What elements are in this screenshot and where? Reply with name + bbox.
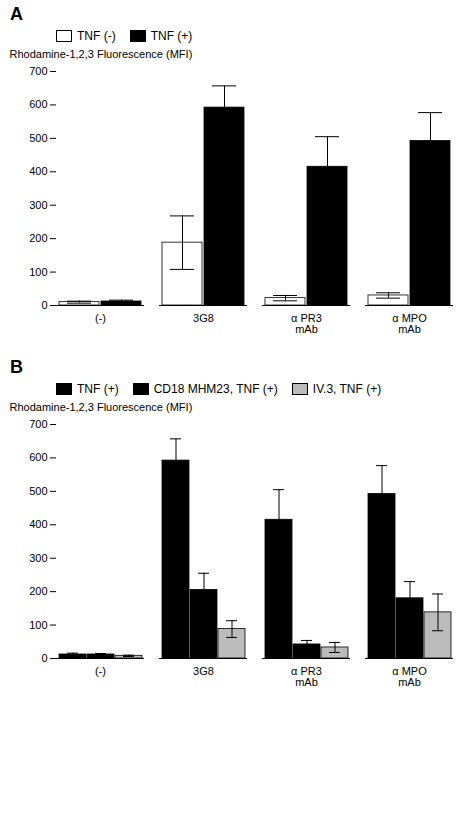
svg-text:α MPOmAb: α MPOmAb <box>392 312 427 335</box>
svg-text:(-): (-) <box>95 665 106 677</box>
svg-text:α MPOmAb: α MPOmAb <box>392 665 427 688</box>
svg-text:300: 300 <box>29 199 47 211</box>
svg-text:0: 0 <box>41 299 47 311</box>
svg-text:300: 300 <box>29 552 47 564</box>
svg-text:600: 600 <box>29 98 47 110</box>
svg-text:3G8: 3G8 <box>193 665 214 677</box>
svg-text:α PR3mAb: α PR3mAb <box>291 665 322 688</box>
html-text:TNF (+): TNF (+) <box>150 29 193 43</box>
svg-text:Rhodamine-1,2,3 Fluorescence (: Rhodamine-1,2,3 Fluorescence (MFI) <box>10 48 193 60</box>
svg-text:200: 200 <box>29 585 47 597</box>
html-text:A: A <box>10 4 23 24</box>
html-text:TNF (-): TNF (-) <box>77 29 116 43</box>
svg-text:400: 400 <box>29 165 47 177</box>
svg-text:600: 600 <box>29 451 47 463</box>
svg-text:100: 100 <box>29 619 47 631</box>
html-text:CD18 MHM23, TNF (+): CD18 MHM23, TNF (+) <box>153 382 278 396</box>
svg-text:700: 700 <box>29 418 47 430</box>
html-text:TNF (+): TNF (+) <box>77 382 119 396</box>
svg-text:α PR3mAb: α PR3mAb <box>291 312 322 335</box>
svg-text:700: 700 <box>29 65 47 77</box>
svg-text:500: 500 <box>29 132 47 144</box>
svg-text:200: 200 <box>29 232 47 244</box>
html-text:B: B <box>10 357 23 377</box>
svg-text:100: 100 <box>29 266 47 278</box>
svg-text:Rhodamine-1,2,3 Fluorescence (: Rhodamine-1,2,3 Fluorescence (MFI) <box>10 401 193 413</box>
svg-text:400: 400 <box>29 518 47 530</box>
svg-text:500: 500 <box>29 485 47 497</box>
svg-text:(-): (-) <box>95 312 106 324</box>
html-text:IV.3, TNF (+): IV.3, TNF (+) <box>312 382 382 396</box>
svg-text:0: 0 <box>41 652 47 664</box>
svg-text:3G8: 3G8 <box>193 312 214 324</box>
